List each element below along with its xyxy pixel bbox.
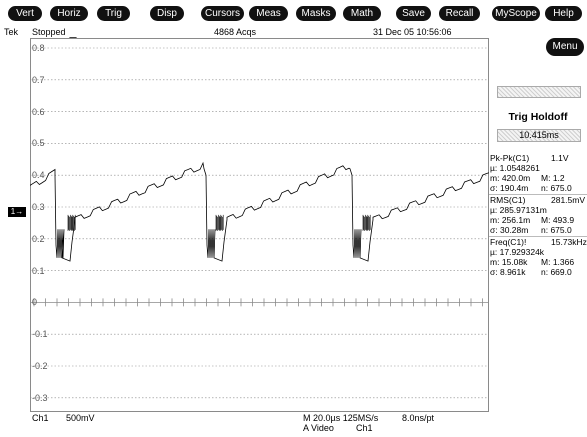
measurement-count: 675.0 — [550, 225, 572, 235]
cursors-button[interactable]: Cursors — [201, 6, 244, 21]
resolution-readout: 8.0ns/pt — [402, 413, 435, 423]
side-panel: Trig Holdoff 10.415ms Pk-Pk(C1) 1.1V µ: 1… — [489, 38, 587, 412]
trig-holdoff-title: Trig Holdoff — [508, 111, 568, 123]
measurement-sigma: 30.28m — [499, 225, 529, 235]
y-tick-label: 0.4 — [32, 170, 45, 181]
measurement-max: 1.366 — [552, 257, 575, 267]
timebase-readout[interactable]: M 20.0µs 125MS/s — [303, 413, 379, 423]
measurement-min: 256.1m — [501, 215, 531, 225]
help-button[interactable]: Help — [545, 6, 582, 21]
y-tick-label: -0.2 — [32, 361, 48, 371]
math-button[interactable]: Math — [343, 6, 381, 21]
date-time: 31 Dec 05 10:56:06 — [373, 27, 452, 37]
channel-1-waveform — [30, 161, 489, 262]
measurement-value: 1.1V — [551, 153, 569, 163]
waveform-graticule — [30, 38, 489, 412]
measurement-name: RMS(C1) — [490, 195, 526, 205]
y-tick-label: -0.3 — [32, 392, 48, 403]
measurement-value: 281.5mV — [551, 195, 586, 205]
measurement-max: 1.2 — [552, 173, 565, 183]
disp-button[interactable]: Disp — [150, 6, 184, 21]
acquisition-count: 4868 Acqs — [214, 27, 257, 37]
measurement-freq: Freq(C1)! 15.73kHz µ: 17.929324k m: 15.08… — [489, 236, 587, 277]
measurement-count: 669.0 — [550, 267, 572, 277]
measurement-rms: RMS(C1) 281.5mV µ: 285.97131m m: 256.1m M:… — [489, 194, 587, 235]
y-tick-label: 0 — [32, 297, 38, 308]
measurement-sigma: 8.961k — [499, 267, 526, 277]
waveform-display: 0.8 0.7 0.6 0.5 0.4 0.3 0.2 0.1 0 -0.1 -0.2 -0.3 — [30, 38, 489, 412]
y-tick-label: 0.3 — [32, 202, 45, 212]
channel-1-marker[interactable]: 1→ — [8, 207, 26, 217]
vertical-scale[interactable]: 500mV — [66, 413, 95, 423]
brand-label: Tek — [4, 27, 19, 37]
horiz-button[interactable]: Horiz — [50, 6, 88, 21]
measurement-max: 493.9 — [552, 215, 575, 225]
measurement-mean: 285.97131m — [499, 205, 547, 215]
measurement-min: 15.08k — [501, 257, 528, 267]
channel-label[interactable]: Ch1 — [32, 413, 49, 423]
y-tick-label: 0.2 — [32, 233, 45, 244]
vert-button[interactable]: Vert — [8, 6, 42, 21]
trig-button[interactable]: Trig — [97, 6, 130, 21]
menu-bar: Vert Horiz Trig Disp Cursors Meas Masks … — [0, 0, 587, 26]
measurement-min: 420.0m — [501, 173, 531, 183]
trigger-mode[interactable]: A Video — [303, 423, 334, 433]
measurement-name: Pk-Pk(C1) — [490, 153, 530, 163]
y-tick-label: 0.5 — [32, 138, 45, 149]
save-button[interactable]: Save — [396, 6, 431, 21]
measurement-name: Freq(C1)! — [490, 237, 527, 247]
masks-button[interactable]: Masks — [296, 6, 336, 21]
y-tick-label: -0.1 — [32, 329, 48, 340]
measurement-sigma: 190.4m — [499, 183, 529, 193]
acquisition-state: Stopped — [32, 27, 66, 37]
trigger-source[interactable]: Ch1 — [356, 423, 373, 433]
measurement-mean: 1.0548261 — [499, 163, 540, 173]
trig-holdoff-value[interactable]: 10.415ms — [497, 129, 581, 142]
measurement-value: 15.73kHz — [551, 237, 587, 247]
y-tick-label: 0.7 — [32, 74, 45, 85]
measurement-count: 675.0 — [550, 183, 572, 193]
y-tick-label: 0.6 — [32, 106, 45, 117]
meas-button[interactable]: Meas — [249, 6, 288, 21]
recall-button[interactable]: Recall — [439, 6, 480, 21]
menu-button[interactable]: Menu — [546, 38, 584, 56]
y-tick-label: 0.1 — [32, 265, 45, 276]
y-tick-label: 0.8 — [32, 43, 45, 53]
side-menu-slot[interactable] — [497, 86, 581, 98]
measurement-pkpk: Pk-Pk(C1) 1.1V µ: 1.0548261 m: 420.0m M: 1… — [490, 153, 572, 193]
measurement-mean: 17.929324k — [499, 247, 545, 257]
myscope-button[interactable]: MyScope — [492, 6, 540, 21]
